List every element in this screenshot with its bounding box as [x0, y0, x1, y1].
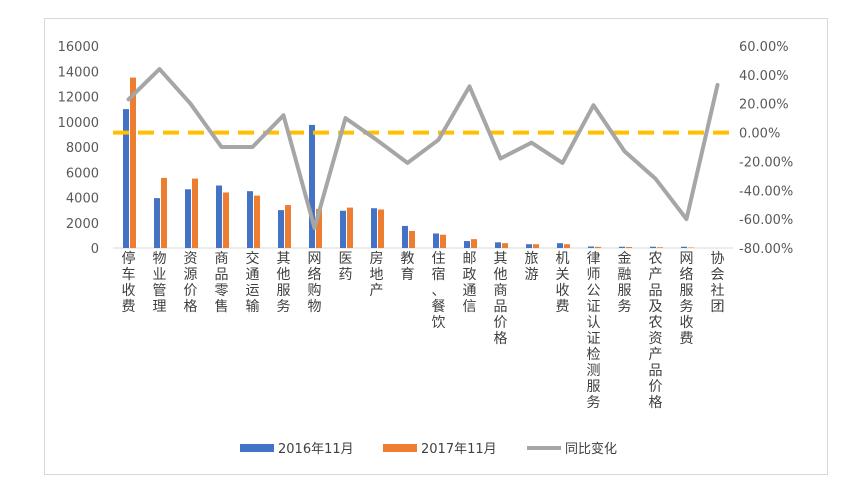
bar-series-2 [688, 247, 694, 248]
bar-series-2 [347, 207, 353, 248]
category-label: 停车收费 [122, 250, 136, 315]
combo-chart: 16000 14000 12000 10000 8000 6000 4000 2000 0 60… [58, 40, 794, 457]
bar-series-2 [378, 209, 384, 248]
bar-series-2 [161, 177, 167, 248]
category-label: 商品零售 [215, 251, 229, 315]
bar-series-2 [626, 246, 632, 248]
category-label: 农产品及农资产品价格 [649, 251, 663, 411]
category-label: 住宿、餐饮 [432, 251, 446, 331]
left-tick-label: 6000 [66, 166, 99, 181]
category-label: 金融服务 [618, 251, 632, 315]
bar-series-1 [464, 241, 470, 248]
category-labels: 停车收费 物业管理 资源价格 商品零售 交通运输 其他服务 网络购物 医药 房地产 教育 住宿、餐饮… [122, 250, 725, 411]
left-tick-label: 10000 [58, 116, 99, 131]
bar-series-1 [433, 233, 439, 248]
left-tick-label: 8000 [66, 141, 99, 156]
category-label: 律师公证认证检测服务 [587, 251, 601, 411]
right-tick-label: 20.00% [739, 98, 789, 113]
bar-series-1 [123, 109, 129, 248]
bar-series-1 [340, 210, 346, 248]
right-axis: 60.00% 40.00% 20.00% 0.00% -20.00% -40.00% -60… [739, 40, 793, 257]
bar-series-1 [185, 189, 191, 248]
right-tick-label: -80.00% [739, 242, 793, 257]
right-tick-label: -60.00% [739, 213, 793, 228]
left-tick-label: 4000 [66, 192, 99, 207]
category-label: 交通运输 [246, 250, 260, 315]
bar-series-2 [223, 192, 229, 248]
bar-series-2 [130, 77, 136, 248]
left-tick-label: 14000 [58, 65, 99, 80]
bar-series-1 [650, 246, 656, 248]
legend-swatch [240, 444, 274, 452]
right-tick-label: -20.00% [739, 155, 793, 170]
bar-series-2 [502, 243, 508, 248]
category-label: 旅游 [525, 251, 539, 283]
bar-series-1 [309, 124, 315, 248]
bar-series-2 [471, 239, 477, 248]
bar-series-1 [278, 210, 284, 248]
bar-series-2 [533, 244, 539, 248]
category-label: 资源价格 [184, 251, 198, 315]
right-tick-label: 60.00% [739, 40, 789, 55]
legend-swatch [383, 444, 417, 452]
category-label: 机关收费 [556, 251, 570, 315]
bar-series-1 [495, 242, 501, 248]
bar-series-1 [154, 198, 160, 248]
bar-series-1 [402, 225, 408, 248]
bar-series-1 [681, 246, 687, 248]
category-label: 其他服务 [277, 251, 291, 315]
bar-series-2 [285, 205, 291, 248]
bar-series-1 [216, 185, 222, 248]
bar-series-1 [557, 243, 563, 248]
category-label: 物业管理 [153, 251, 167, 315]
left-tick-label: 0 [91, 242, 99, 257]
chart-area: 16000 14000 12000 10000 8000 6000 4000 2000 0 60… [44, 18, 828, 475]
bar-series-1 [247, 191, 253, 248]
bar-series-1 [619, 246, 625, 248]
category-label: 邮政通信 [463, 251, 477, 315]
bar-series-2 [254, 195, 260, 248]
legend-label: 2017年11月 [421, 442, 497, 457]
line-layer [126, 67, 720, 230]
yoy-change-line [126, 67, 720, 230]
legend: 2016年11月 2017年11月 同比变化 [240, 441, 617, 457]
category-label: 网络服务收费 [680, 251, 694, 347]
bar-series-1 [371, 208, 377, 248]
bar-series-1 [526, 244, 532, 248]
bar-series-2 [192, 178, 198, 248]
bar-series-2 [316, 208, 322, 248]
bar-series-2 [657, 247, 663, 248]
category-label: 网络购物 [308, 251, 322, 315]
left-tick-label: 12000 [58, 91, 99, 106]
bar-series-1 [588, 246, 594, 248]
left-tick-label: 16000 [58, 40, 99, 55]
left-tick-label: 2000 [66, 217, 99, 232]
category-label: 医药 [339, 251, 353, 283]
bar-layer [123, 77, 694, 248]
bar-series-2 [440, 234, 446, 248]
right-tick-label: -40.00% [739, 184, 793, 199]
legend-label: 同比变化 [565, 441, 617, 457]
bar-series-2 [595, 246, 601, 248]
bar-series-2 [409, 230, 415, 248]
right-tick-label: 40.00% [739, 69, 789, 84]
category-label: 其他商品价格 [494, 251, 508, 347]
right-tick-label: 0.00% [739, 127, 780, 142]
category-label: 协会社团 [711, 251, 725, 315]
legend-label: 2016年11月 [278, 442, 354, 457]
category-label: 教育 [401, 251, 415, 283]
category-label: 房地产 [370, 251, 384, 299]
bar-series-2 [564, 244, 570, 248]
